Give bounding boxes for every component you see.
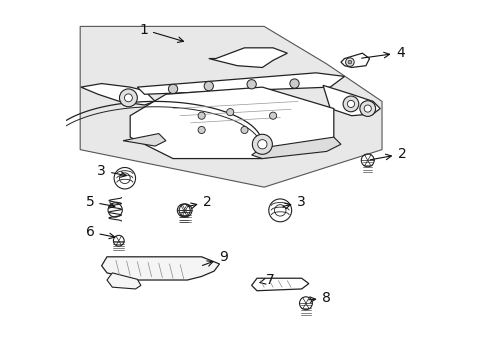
Circle shape bbox=[347, 60, 351, 64]
Polygon shape bbox=[323, 85, 380, 116]
Circle shape bbox=[241, 126, 247, 134]
Polygon shape bbox=[81, 84, 155, 105]
Polygon shape bbox=[251, 278, 308, 291]
Circle shape bbox=[168, 84, 177, 94]
Polygon shape bbox=[130, 87, 333, 158]
Circle shape bbox=[346, 100, 354, 108]
Text: 2: 2 bbox=[188, 195, 212, 209]
Polygon shape bbox=[340, 53, 369, 67]
Polygon shape bbox=[80, 26, 381, 187]
Circle shape bbox=[343, 96, 358, 112]
Text: 5: 5 bbox=[85, 195, 115, 209]
Circle shape bbox=[345, 58, 353, 66]
Circle shape bbox=[119, 89, 137, 107]
Polygon shape bbox=[107, 273, 141, 289]
Text: 6: 6 bbox=[85, 225, 115, 239]
Text: 1: 1 bbox=[139, 23, 183, 42]
Circle shape bbox=[198, 126, 205, 134]
Text: 2: 2 bbox=[369, 147, 406, 161]
Circle shape bbox=[198, 112, 205, 119]
Circle shape bbox=[359, 101, 375, 116]
Circle shape bbox=[289, 79, 299, 88]
Text: 4: 4 bbox=[361, 46, 404, 60]
Text: 8: 8 bbox=[308, 291, 330, 305]
Polygon shape bbox=[251, 137, 340, 158]
Circle shape bbox=[124, 94, 132, 102]
Circle shape bbox=[269, 112, 276, 119]
Text: 9: 9 bbox=[202, 251, 228, 266]
Circle shape bbox=[364, 105, 370, 112]
Circle shape bbox=[226, 109, 233, 116]
Text: 3: 3 bbox=[97, 164, 126, 177]
Circle shape bbox=[252, 134, 272, 154]
Polygon shape bbox=[102, 257, 219, 280]
Circle shape bbox=[257, 140, 266, 149]
Polygon shape bbox=[208, 48, 287, 67]
Polygon shape bbox=[123, 134, 165, 146]
Polygon shape bbox=[137, 73, 344, 94]
Text: 3: 3 bbox=[283, 195, 305, 209]
Circle shape bbox=[203, 81, 213, 91]
Circle shape bbox=[246, 80, 256, 89]
Text: 7: 7 bbox=[259, 273, 274, 287]
